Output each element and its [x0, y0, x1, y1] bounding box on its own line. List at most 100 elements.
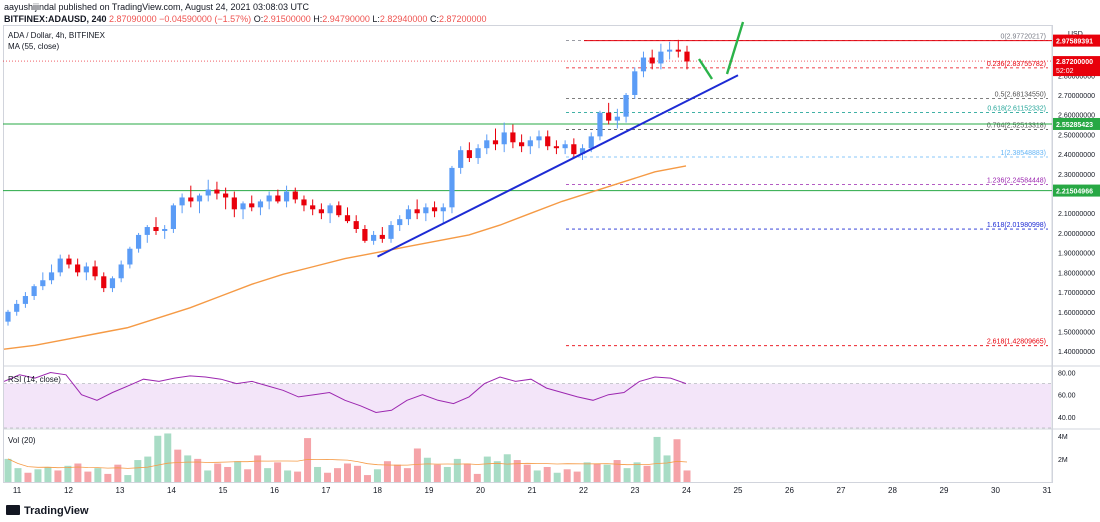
- close-value: 2.87200000: [438, 14, 487, 24]
- volume-bar: [383, 461, 391, 482]
- y-tick-label: 2.30000000: [1058, 172, 1095, 179]
- volume-bar: [373, 469, 381, 482]
- volume-bar: [583, 462, 591, 482]
- volume-bar: [44, 466, 52, 482]
- tradingview-logo-icon: [6, 505, 20, 515]
- candle-up: [48, 272, 55, 281]
- candle-down: [431, 207, 438, 212]
- last-price-tag-bg: [1053, 56, 1100, 77]
- candle-up: [170, 205, 176, 230]
- price-change: −0.04590000 (−1.57%): [159, 14, 252, 24]
- candle-down: [318, 209, 324, 214]
- candle-down: [249, 203, 255, 208]
- x-tick-label: 26: [785, 486, 794, 495]
- x-tick-label: 28: [888, 486, 897, 495]
- chart-legend-rsi[interactable]: RSI (14, close): [8, 375, 61, 384]
- candle-down: [379, 234, 385, 239]
- candle-down: [362, 229, 368, 241]
- candle-down: [101, 276, 107, 289]
- volume-bar: [214, 463, 222, 482]
- y-tick-label: 2.00000000: [1058, 231, 1095, 238]
- volume-bar: [503, 454, 511, 482]
- candle-up: [162, 229, 168, 231]
- volume-bar: [403, 468, 411, 482]
- tradingview-logo[interactable]: TradingView: [6, 505, 89, 517]
- volume-tick-label: 4M: [1058, 434, 1068, 441]
- candle-down: [310, 205, 316, 210]
- chart-legend-vol[interactable]: Vol (20): [8, 436, 36, 445]
- last-price-label: 2.87200000: [1056, 59, 1093, 66]
- candle-up: [449, 167, 455, 208]
- low-value: 2.82940000: [379, 14, 428, 24]
- y-tick-label: 1.40000000: [1058, 349, 1095, 356]
- x-tick-label: 16: [270, 486, 279, 495]
- candle-up: [597, 112, 603, 137]
- volume-bar: [353, 465, 361, 482]
- rsi-line: [3, 371, 687, 414]
- volume-bar: [164, 433, 172, 482]
- symbol-info-bar: BITFINEX:ADAUSD, 240 2.87090000 −0.04590…: [4, 14, 487, 24]
- volume-bar: [423, 457, 431, 482]
- candle-up: [127, 248, 133, 265]
- candle-up: [475, 148, 481, 159]
- volume-bar: [74, 463, 82, 482]
- volume-tick-label: 2M: [1058, 457, 1068, 464]
- candle-down: [344, 215, 351, 222]
- x-tick-label: 30: [991, 486, 1000, 495]
- candle-down: [214, 189, 220, 194]
- candle-down: [153, 227, 159, 231]
- candle-down: [649, 57, 655, 64]
- candle-up: [57, 258, 63, 273]
- volume-bar: [563, 469, 571, 482]
- price-tag-bg: [1053, 184, 1100, 197]
- volume-bar: [673, 439, 681, 482]
- volume-bar: [14, 468, 22, 482]
- y-tick-label: 2.70000000: [1058, 93, 1095, 100]
- candle-down: [414, 209, 420, 214]
- volume-bar: [443, 466, 451, 482]
- low-label: L:: [372, 14, 380, 24]
- price-tag-label: 2.55285423: [1056, 122, 1093, 129]
- x-tick-label: 13: [116, 486, 125, 495]
- candle-up: [83, 266, 89, 273]
- y-tick-label: 2.50000000: [1058, 132, 1095, 139]
- fib-level-label: 0.236(2.83755782): [987, 61, 1046, 68]
- chart-legend-ma[interactable]: MA (55, close): [8, 42, 60, 51]
- candle-down: [336, 205, 342, 216]
- x-tick-label: 18: [373, 486, 382, 495]
- fib-level-label: 1(2.38548883): [1000, 150, 1046, 157]
- x-tick-label: 20: [476, 486, 485, 495]
- x-tick-label: 31: [1043, 486, 1052, 495]
- candle-up: [562, 144, 568, 149]
- volume-bar: [184, 455, 192, 482]
- volume-bar: [194, 458, 202, 482]
- countdown-label: 52:02: [1056, 68, 1074, 75]
- volume-ma-line: [7, 458, 688, 469]
- y-tick-label: 1.90000000: [1058, 251, 1095, 258]
- open-value: 2.91500000: [263, 14, 311, 24]
- candle-up: [658, 51, 664, 64]
- x-tick-label: 29: [940, 486, 949, 495]
- candle-up: [527, 140, 533, 147]
- volume-bar: [64, 465, 72, 482]
- candle-up: [205, 189, 211, 196]
- candle-down: [231, 197, 237, 210]
- candle-down: [684, 51, 690, 62]
- rsi-band: [4, 383, 1051, 428]
- price-tag-bg: [1053, 117, 1100, 130]
- chart-legend-main[interactable]: ADA / Dollar, 4h, BITFINEX: [8, 31, 105, 40]
- y-tick-label: 1.70000000: [1058, 290, 1095, 297]
- x-tick-label: 24: [682, 486, 691, 495]
- candle-down: [510, 132, 516, 143]
- symbol-name[interactable]: BITFINEX:ADAUSD, 240: [4, 14, 107, 24]
- x-tick-label: 23: [631, 486, 640, 495]
- volume-bar: [533, 470, 541, 482]
- volume-bar: [84, 471, 92, 482]
- y-tick-label: 1.80000000: [1058, 270, 1095, 277]
- volume-bar: [473, 473, 481, 482]
- x-tick-label: 15: [219, 486, 228, 495]
- fib-level-label: 0(2.97720217): [1000, 33, 1046, 40]
- candle-up: [614, 116, 620, 121]
- candle-up: [632, 71, 638, 95]
